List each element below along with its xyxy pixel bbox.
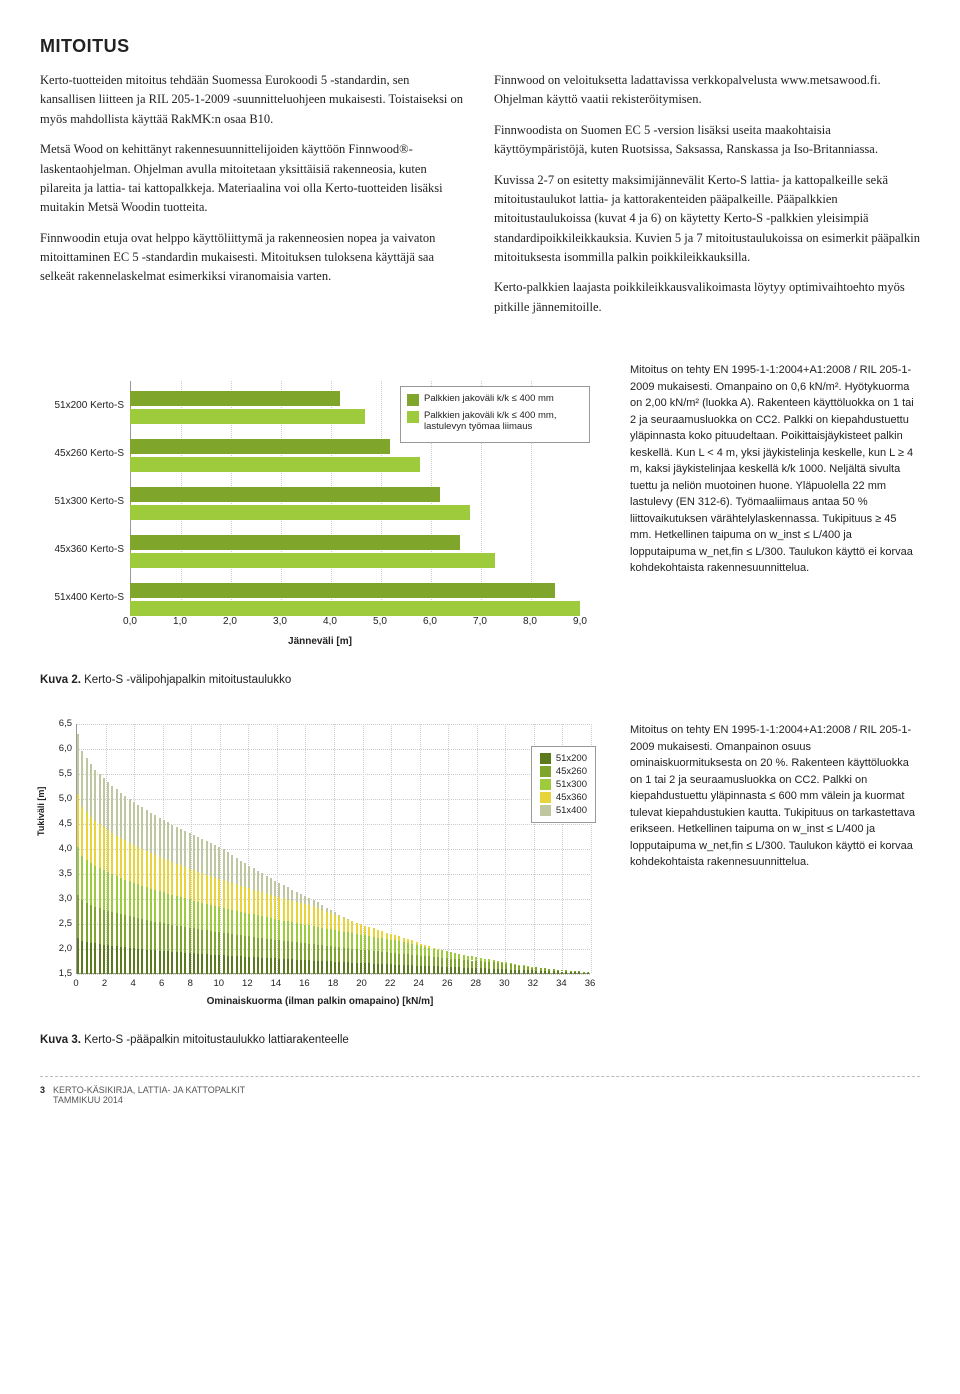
footer-doc: KERTO-KÄSIKIRJA, LATTIA- JA KATTOPALKIT: [53, 1085, 245, 1095]
page-number: 3: [40, 1085, 45, 1105]
body-columns: Kerto-tuotteiden mitoitus tehdään Suomes…: [40, 71, 920, 328]
para: Finnwood on veloituksetta ladattavissa v…: [494, 71, 920, 110]
para: Finnwoodista on Suomen EC 5 -version lis…: [494, 121, 920, 160]
para: Metsä Wood on kehittänyt rakennesuunnitt…: [40, 140, 466, 218]
col-right: Finnwood on veloituksetta ladattavissa v…: [494, 71, 920, 328]
para: Kerto-palkkien laajasta poikkileikkausva…: [494, 278, 920, 317]
chart2-caption: Kuva 3. Kerto-S -pääpalkin mitoitustaulu…: [40, 1034, 920, 1046]
footer-date: TAMMIKUU 2014: [53, 1095, 123, 1105]
chart1-caption: Kuva 2. Kerto-S -välipohjapalkin mitoitu…: [40, 674, 920, 686]
para: Kuvissa 2-7 on esitetty maksimijänneväli…: [494, 171, 920, 268]
para: Kerto-tuotteiden mitoitus tehdään Suomes…: [40, 71, 466, 129]
page-footer: 3 KERTO-KÄSIKIRJA, LATTIA- JA KATTOPALKI…: [40, 1076, 920, 1105]
para: Finnwoodin etuja ovat helppo käyttöliitt…: [40, 229, 466, 287]
page-title: MITOITUS: [40, 36, 920, 57]
chart1-sidetext: Mitoitus on tehty EN 1995-1-1:2004+A1:20…: [630, 356, 920, 577]
chart2: Tukiväli [m]1,52,02,53,03,54,04,55,05,56…: [40, 716, 600, 1026]
chart1: 0,01,02,03,04,05,06,07,08,09,051x200 Ker…: [40, 356, 600, 666]
chart2-sidetext: Mitoitus on tehty EN 1995-1-1:2004+A1:20…: [630, 716, 920, 871]
col-left: Kerto-tuotteiden mitoitus tehdään Suomes…: [40, 71, 466, 328]
